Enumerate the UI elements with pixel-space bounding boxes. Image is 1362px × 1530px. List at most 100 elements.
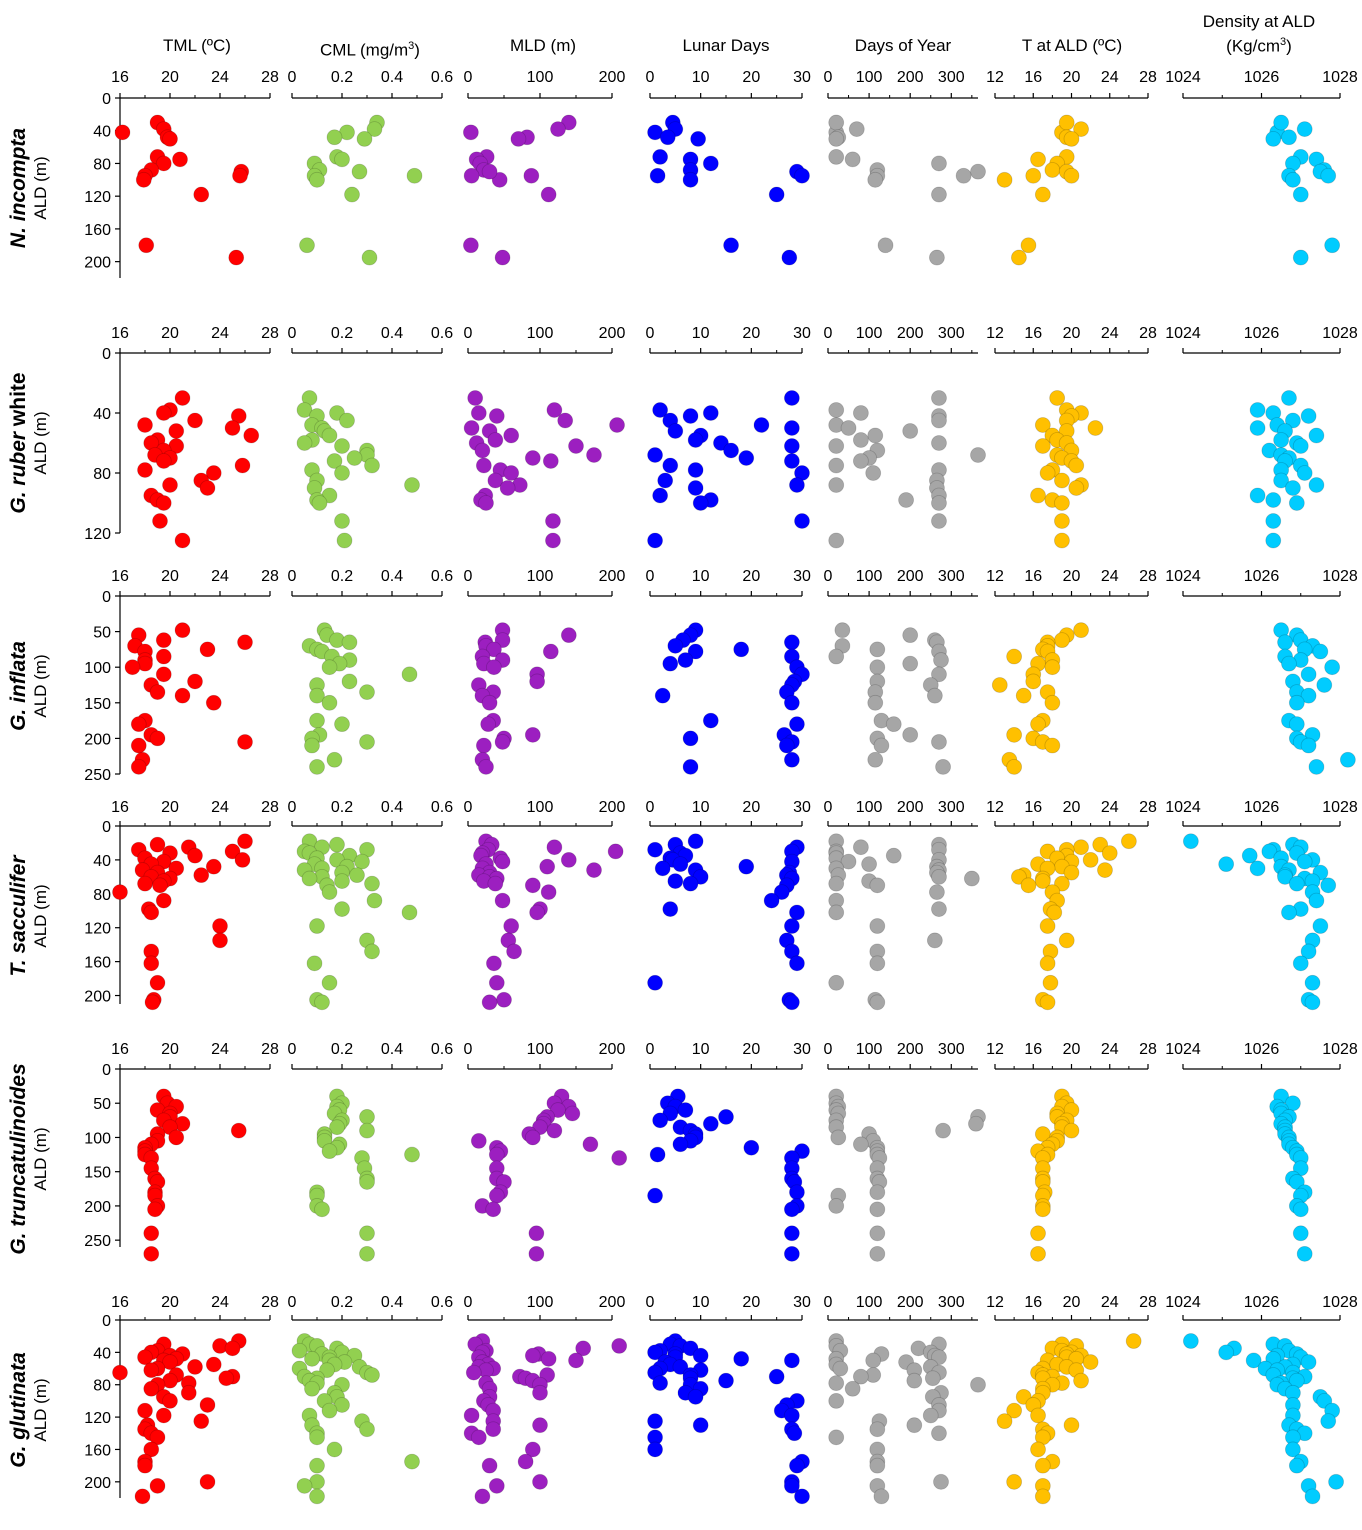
data-point: [682, 408, 699, 424]
x-tick-label: 1026: [1244, 325, 1280, 342]
data-point: [586, 862, 602, 878]
data-point: [783, 994, 800, 1011]
data-point: [361, 249, 378, 266]
data-point: [344, 186, 360, 203]
data-point: [467, 390, 484, 406]
data-point: [828, 1375, 845, 1392]
x-tick-label: 28: [1139, 325, 1157, 342]
x-tick-label: 0: [646, 1041, 655, 1058]
data-point: [1218, 856, 1235, 873]
header-cml-text: CML (mg/m: [320, 40, 409, 60]
data-point: [488, 1477, 505, 1494]
data-point: [931, 390, 947, 406]
data-point: [869, 641, 886, 658]
data-point: [647, 1413, 663, 1430]
x-tick-label: 30: [793, 568, 811, 585]
data-point: [1025, 673, 1042, 690]
x-tick-label: 0: [288, 1041, 297, 1058]
data-point: [662, 901, 679, 917]
data-point: [496, 991, 512, 1008]
data-point: [187, 412, 203, 429]
data-point: [692, 1347, 709, 1364]
data-point: [470, 405, 487, 421]
data-point: [1249, 420, 1266, 436]
data-point: [155, 648, 172, 665]
data-point: [692, 1417, 709, 1434]
x-tick-label: 0.6: [431, 1041, 453, 1058]
x-tick-label: 0: [288, 568, 297, 585]
data-point: [230, 408, 247, 424]
data-point: [652, 487, 669, 504]
y-tick-label: 0: [102, 1062, 111, 1079]
x-tick-label: 28: [1139, 69, 1157, 86]
x-tick-label: 0: [646, 1294, 655, 1311]
data-point: [783, 1225, 800, 1242]
data-point: [314, 1201, 330, 1218]
data-point: [1044, 737, 1061, 754]
data-point: [1020, 237, 1037, 254]
data-point: [152, 513, 168, 529]
x-tick-label: 1026: [1244, 799, 1280, 816]
data-point: [359, 1174, 375, 1190]
x-tick-label: 100: [527, 325, 554, 342]
data-point: [828, 974, 845, 991]
data-point: [773, 884, 790, 901]
data-point: [1034, 417, 1051, 433]
y-tick-label: 200: [84, 731, 111, 748]
data-point: [869, 1421, 886, 1438]
data-point: [568, 438, 584, 454]
data-point: [867, 171, 884, 188]
data-point: [364, 875, 380, 892]
y-tick-label: 40: [93, 124, 111, 141]
data-point: [366, 121, 383, 137]
x-tick-label: 100: [527, 799, 554, 816]
data-point: [926, 687, 943, 704]
x-tick-label: 0: [824, 799, 833, 816]
data-point: [296, 402, 313, 418]
data-point: [898, 492, 914, 508]
data-point: [783, 390, 800, 406]
x-tick-label: 0.6: [431, 799, 453, 816]
x-tick-label: 20: [1063, 1041, 1081, 1058]
data-point: [682, 730, 699, 747]
data-point: [137, 1402, 153, 1419]
y-tick-label: 100: [84, 1130, 111, 1147]
x-tick-label: 20: [742, 325, 760, 342]
data-point: [1285, 1441, 1301, 1458]
data-point: [124, 659, 141, 676]
data-point: [690, 131, 707, 147]
data-point: [321, 659, 338, 676]
x-tick-label: 20: [161, 799, 179, 816]
data-point: [503, 465, 520, 481]
data-point: [1261, 843, 1278, 860]
data-point: [1006, 648, 1023, 665]
data-point: [687, 480, 704, 496]
data-point: [667, 873, 684, 889]
data-point: [205, 1356, 222, 1373]
data-point: [931, 1425, 947, 1442]
x-tick-label: 30: [793, 325, 811, 342]
data-point: [869, 877, 886, 894]
x-tick-label: 24: [1101, 1294, 1119, 1311]
data-point: [359, 734, 375, 750]
data-point: [137, 1457, 153, 1474]
x-tick-label: 1028: [1322, 69, 1358, 86]
x-tick-label: 20: [161, 568, 179, 585]
data-point: [1063, 167, 1080, 184]
x-tick-label: 1024: [1165, 568, 1201, 585]
header-density-end: ): [1286, 36, 1292, 56]
data-point: [174, 390, 191, 406]
data-point: [462, 124, 479, 141]
data-point: [329, 836, 345, 853]
data-point: [1304, 1488, 1321, 1505]
x-tick-label: 16: [111, 325, 129, 342]
data-point: [228, 249, 245, 266]
data-point: [168, 423, 185, 439]
x-tick-label: 28: [261, 69, 279, 86]
y-tick-label: 250: [84, 767, 111, 784]
x-tick-label: 16: [111, 568, 129, 585]
data-point: [557, 412, 574, 429]
data-point: [1320, 877, 1337, 894]
data-point: [753, 417, 770, 433]
